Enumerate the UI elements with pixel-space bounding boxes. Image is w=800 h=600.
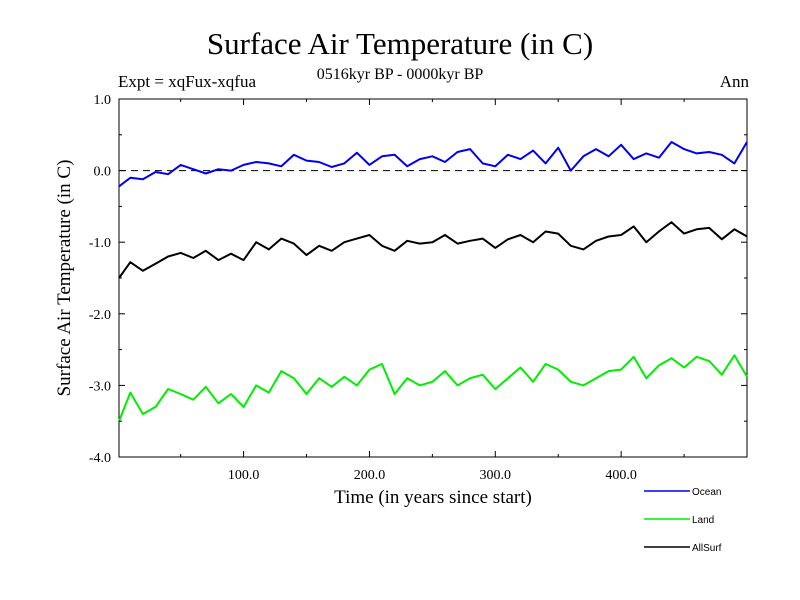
series-line-land [118,354,748,422]
y-tick-label: 1.0 [94,93,112,108]
x-tick-label: 400.0 [605,468,637,483]
chart-title: Surface Air Temperature (in C) [206,26,594,61]
plot-frame [118,98,748,458]
chart-subtitle: 0516kyr BP - 0000kyr BP [316,66,484,83]
y-axis-title: Surface Air Temperature (in C) [54,160,75,397]
legend-label-allsurf: AllSurf [692,543,722,554]
y-tick-label: -4.0 [89,451,111,466]
y-tick-label: -3.0 [89,379,111,394]
series-line-ocean [118,141,748,188]
x-tick-label: 200.0 [354,468,386,483]
x-axis-title: Time (in years since start) [334,487,532,508]
x-tick-label: 300.0 [480,468,512,483]
y-tick-label: 0.0 [94,165,112,180]
experiment-label: Expt = xqFux-xqfua [118,72,257,91]
legend-label-ocean: Ocean [692,487,721,498]
season-label: Ann [719,72,749,91]
x-tick-label: 100.0 [228,468,260,483]
legend-label-land: Land [692,515,714,526]
y-tick-label: -2.0 [89,308,111,323]
y-tick-label: -1.0 [89,236,111,251]
series-line-allsurf [118,221,748,279]
